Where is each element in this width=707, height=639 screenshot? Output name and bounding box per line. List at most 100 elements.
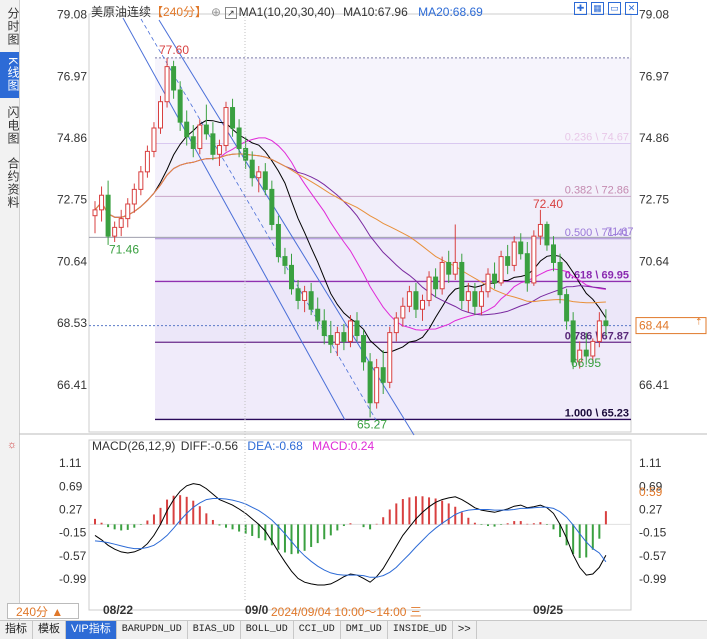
candle-body — [537, 223, 543, 237]
candle-body — [485, 273, 491, 293]
candle-body — [380, 367, 386, 383]
y-tick-left: 66.41 — [57, 378, 87, 392]
expand-icon[interactable]: ✚ — [574, 2, 587, 15]
candle-body — [347, 320, 353, 342]
high-annotation: 77.60 — [159, 43, 189, 57]
fib-zone-0 — [155, 57, 631, 144]
bottom-tab-9[interactable]: >> — [453, 621, 477, 639]
candle-body — [243, 147, 249, 161]
kline-chart[interactable]: 0.236 \ 74.67 0.382 \ 72.86 0.500 \ 71.41 0… — [19, 0, 707, 620]
candle-body — [177, 89, 183, 123]
candle-body — [328, 335, 334, 345]
candle-body — [505, 256, 511, 266]
macd-tick-right: 0.69 — [639, 479, 663, 493]
candle-body — [216, 145, 222, 155]
tab-kline[interactable]: K线图 — [0, 52, 20, 98]
fib-label-0: 0.236 \ 74.67 — [565, 131, 629, 143]
chart-toolbar: ✚ ▦ ▭ ✕ — [574, 2, 638, 15]
ma40-line — [94, 153, 606, 304]
minimize-icon[interactable]: ▭ — [608, 2, 621, 15]
candle-body — [341, 332, 347, 342]
candle-body — [210, 133, 216, 155]
bottom-tab-7[interactable]: DMI_UD — [341, 621, 388, 639]
candle-body — [262, 171, 268, 190]
candle-body — [590, 340, 596, 357]
bottom-tab-8[interactable]: INSIDE_UD — [388, 621, 453, 639]
candle-body — [302, 291, 308, 301]
bottom-tab-2[interactable]: VIP指标 — [66, 621, 117, 639]
bottom-tab-3[interactable]: BARUPDN_UD — [117, 621, 188, 639]
x-label-0822: 08/22 — [103, 603, 134, 617]
fib-label-2: 0.500 \ 71.41 — [565, 227, 629, 239]
candle-body — [596, 320, 602, 342]
fib-zone-5 — [155, 342, 631, 420]
macd-diff: DIFF:-0.56 — [180, 439, 239, 453]
indicator-tab-bar: 指标 模板 VIP指标 BARUPDN_UD BIAS_UD BOLL_UD CCI_UD D… — [0, 620, 707, 639]
ma10-value: MA10:67.96 — [343, 5, 408, 19]
channel-line-0 — [122, 17, 346, 421]
candle-body — [275, 223, 281, 258]
macd-right-value: 0.59 — [639, 485, 663, 499]
candle-body — [249, 159, 255, 179]
macd-tick-left: -0.99 — [59, 572, 87, 586]
macd-value: MACD:0.24 — [312, 439, 375, 453]
close-icon[interactable]: ✕ — [625, 2, 638, 15]
grid-icon[interactable]: ▦ — [591, 2, 604, 15]
candle-body — [92, 209, 98, 217]
candle-body — [361, 335, 367, 363]
candle-body — [223, 107, 229, 147]
y-tick-right: 74.86 — [639, 131, 669, 145]
candle-body — [197, 124, 203, 149]
candle-body — [190, 136, 196, 149]
candle-body — [138, 171, 144, 190]
macd-tick-left: -0.57 — [59, 549, 87, 563]
swing-low2-annotation: 66.95 — [571, 356, 601, 370]
candle-body — [164, 66, 170, 103]
ma-toggle-icon[interactable]: ↗ — [225, 7, 237, 19]
low-annotation: 65.27 — [357, 417, 387, 431]
period-label[interactable]: 【240分】 — [151, 5, 208, 19]
candle-body — [334, 332, 340, 345]
bottom-tab-4[interactable]: BIAS_UD — [188, 621, 241, 639]
candle-body — [289, 264, 294, 290]
tab-contract-info[interactable]: 合约资料 — [6, 157, 20, 209]
bottom-tab-6[interactable]: CCI_UD — [294, 621, 341, 639]
candle-body — [433, 276, 439, 290]
settings-icon[interactable]: ⊕ — [211, 5, 222, 19]
candle-body — [478, 291, 484, 307]
macd-tick-left: 1.11 — [59, 456, 82, 470]
y-tick-left: 74.86 — [57, 131, 87, 145]
y-tick-right: 76.97 — [639, 69, 669, 83]
candle-body — [459, 261, 465, 301]
candle-body — [452, 261, 458, 275]
y-tick-right: 66.41 — [639, 378, 669, 392]
y-tick-left: 70.64 — [57, 254, 87, 268]
candle-body — [236, 127, 242, 149]
tab-timeshare[interactable]: 分时图 — [6, 6, 20, 46]
ma-label: MA1(10,20,30,40) — [238, 5, 335, 19]
candle-body — [282, 256, 288, 266]
y-tick-left: 76.97 — [57, 69, 87, 83]
ma20-value: MA20:68.69 — [418, 5, 483, 19]
macd-label: MACD(26,12,9) — [92, 439, 176, 453]
period-selector[interactable]: 240分 ▲ — [7, 603, 79, 619]
macd-header: MACD(26,12,9) DIFF:-0.56 DEA:-0.68 MACD:… — [92, 439, 374, 453]
bottom-tab-1[interactable]: 模板 — [33, 621, 66, 639]
current-price-text: 68.44 — [639, 319, 669, 333]
swing-low-annotation: 71.46 — [109, 242, 139, 256]
symbol-title: 美原油连续 — [91, 5, 152, 19]
candle-body — [570, 320, 576, 363]
bottom-tab-5[interactable]: BOLL_UD — [241, 621, 294, 639]
candle-body — [583, 349, 589, 357]
ma-right-annotation: 71.67 — [606, 226, 634, 238]
macd-tick-right: -0.99 — [639, 572, 667, 586]
tab-lightning[interactable]: 闪电图 — [6, 105, 20, 145]
y-tick-left: 68.53 — [57, 316, 87, 330]
candle-body — [492, 273, 498, 284]
bottom-tab-0[interactable]: 指标 — [0, 621, 33, 639]
candle-body — [158, 101, 163, 129]
chart-header: 美原油连续【240分】 ⊕ ↗ MA1(10,20,30,40) MA10:67.96… — [91, 3, 483, 20]
macd-settings-icon[interactable]: ☼ — [7, 439, 18, 451]
macd-tick-right: 1.11 — [639, 456, 662, 470]
macd-tick-left: 0.27 — [59, 503, 83, 517]
